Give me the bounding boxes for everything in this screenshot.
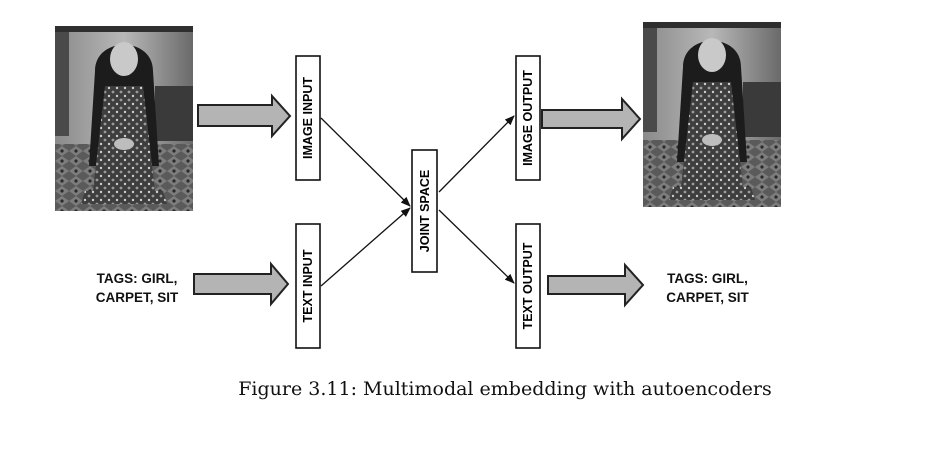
node-text-output: TEXT OUTPUT xyxy=(515,223,541,349)
tags-input-line1: TAGS: GIRL, xyxy=(96,271,178,286)
image-output-block-arrow xyxy=(541,96,642,142)
tags-output-text: TAGS: GIRL, CARPET, SIT xyxy=(660,269,755,307)
tags-input-text: TAGS: GIRL, CARPET, SIT xyxy=(82,269,192,307)
edge-joint-space-to-text-output xyxy=(438,209,515,284)
node-text-input-label: TEXT INPUT xyxy=(301,249,315,322)
text-input-block-arrow xyxy=(193,261,290,307)
tags-output-line1: TAGS: GIRL, xyxy=(667,271,748,286)
node-joint-space: JOINT SPACE xyxy=(411,149,438,273)
node-text-output-label: TEXT OUTPUT xyxy=(521,242,535,329)
text-output-block-arrow xyxy=(547,262,645,308)
tags-output-line2: CARPET, SIT xyxy=(666,290,749,305)
node-image-output-label: IMAGE OUTPUT xyxy=(521,70,535,166)
tags-input-line2: CARPET, SIT xyxy=(95,290,179,305)
edge-text-input-to-joint-space xyxy=(320,207,411,287)
node-text-input: TEXT INPUT xyxy=(295,223,321,349)
connectors xyxy=(320,115,515,287)
node-image-input: IMAGE INPUT xyxy=(295,55,321,181)
image-input-block-arrow xyxy=(197,93,292,139)
output-image-photo xyxy=(643,22,781,207)
input-image-photo xyxy=(55,26,193,211)
edge-joint-space-to-image-output xyxy=(438,115,515,193)
node-image-output: IMAGE OUTPUT xyxy=(515,55,541,181)
node-joint-space-label: JOINT SPACE xyxy=(418,170,432,252)
edge-image-input-to-joint-space xyxy=(320,117,411,207)
figure-caption: Figure 3.11: Multimodal embedding with a… xyxy=(238,378,772,400)
node-image-input-label: IMAGE INPUT xyxy=(301,77,315,159)
